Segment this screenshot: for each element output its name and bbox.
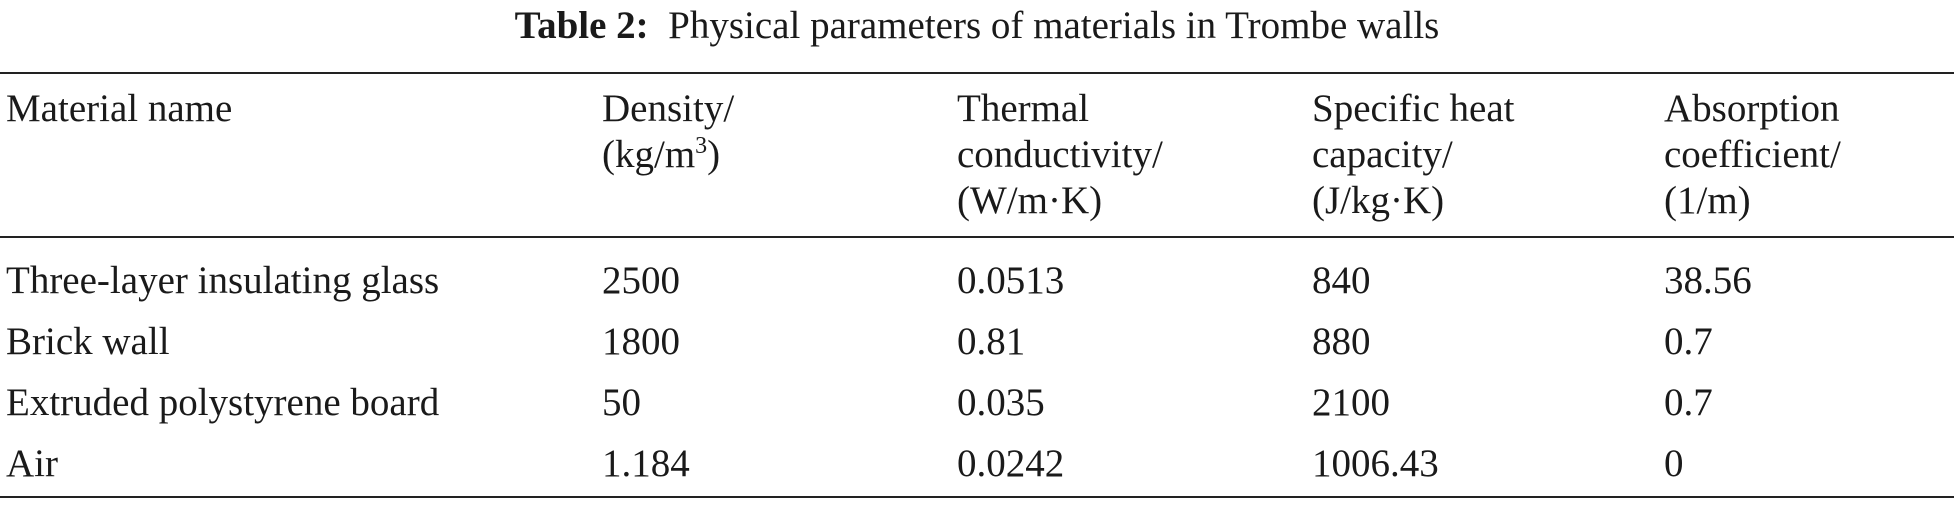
cell-specific-heat: 880 bbox=[1312, 320, 1371, 363]
table-row: Brick wall 1800 0.81 880 0.7 bbox=[0, 311, 1954, 372]
table-container: Material name Density/ (kg/m3) Thermal c… bbox=[0, 72, 1954, 498]
cell-specific-heat: 840 bbox=[1312, 259, 1371, 302]
cell-density: 1.184 bbox=[602, 442, 690, 485]
cell-specific-heat: 1006.43 bbox=[1312, 442, 1439, 485]
cell-material: Brick wall bbox=[6, 320, 170, 363]
cell-material: Three-layer insulating glass bbox=[6, 259, 440, 302]
table-caption: Table 2: Physical parameters of material… bbox=[0, 0, 1954, 50]
cell-density: 2500 bbox=[602, 259, 680, 302]
cell-absorption: 0 bbox=[1664, 442, 1684, 485]
cell-thermal-conductivity: 0.0513 bbox=[957, 259, 1065, 302]
header-absorption-coefficient: Absorption coefficient/ (1/m) bbox=[1664, 87, 1841, 222]
cell-absorption: 0.7 bbox=[1664, 381, 1713, 424]
cell-specific-heat: 2100 bbox=[1312, 381, 1390, 424]
cell-material: Extruded polystyrene board bbox=[6, 381, 440, 424]
header-thermal-conductivity: Thermal conductivity/ (W/m·K) bbox=[957, 87, 1163, 222]
cell-thermal-conductivity: 0.035 bbox=[957, 381, 1045, 424]
caption-label: Table 2: bbox=[514, 4, 649, 47]
table-row: Air 1.184 0.0242 1006.43 0 bbox=[0, 433, 1954, 497]
header-row: Material name Density/ (kg/m3) Thermal c… bbox=[0, 73, 1954, 237]
cell-thermal-conductivity: 0.0242 bbox=[957, 442, 1065, 485]
cell-material: Air bbox=[6, 442, 58, 485]
caption-text: Physical parameters of materials in Trom… bbox=[668, 4, 1440, 47]
cell-thermal-conductivity: 0.81 bbox=[957, 320, 1026, 363]
cell-density: 50 bbox=[602, 381, 641, 424]
header-material-name: Material name bbox=[6, 87, 233, 130]
material-parameters-table: Material name Density/ (kg/m3) Thermal c… bbox=[0, 72, 1954, 498]
cell-absorption: 38.56 bbox=[1664, 259, 1752, 302]
table-row: Three-layer insulating glass 2500 0.0513… bbox=[0, 237, 1954, 311]
cell-absorption: 0.7 bbox=[1664, 320, 1713, 363]
cell-density: 1800 bbox=[602, 320, 680, 363]
header-density: Density/ (kg/m3) bbox=[602, 87, 735, 176]
table-row: Extruded polystyrene board 50 0.035 2100… bbox=[0, 372, 1954, 433]
header-specific-heat-capacity: Specific heat capacity/ (J/kg·K) bbox=[1312, 87, 1515, 222]
